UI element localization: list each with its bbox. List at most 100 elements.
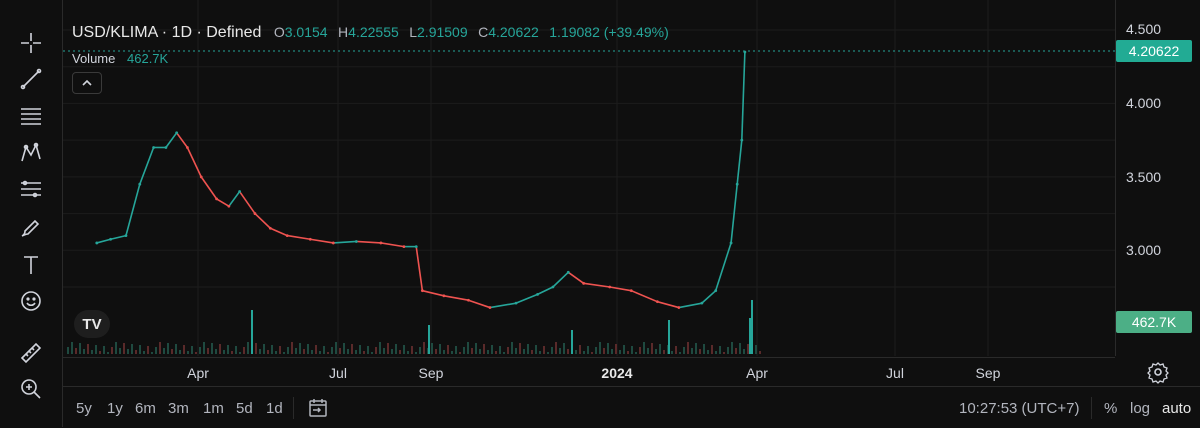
volume-bar (143, 351, 145, 354)
tradingview-logo[interactable]: TV (74, 310, 110, 338)
price-point (442, 294, 446, 298)
price-segment (701, 290, 717, 304)
range-5y-button[interactable]: 5y (76, 400, 92, 417)
price-segment (422, 289, 445, 297)
volume-bar (691, 348, 693, 354)
trend-line-icon[interactable] (16, 64, 46, 94)
low-value: 2.91509 (417, 24, 468, 40)
text-icon[interactable] (16, 250, 46, 280)
price-point (536, 292, 539, 296)
volume-bar (171, 349, 173, 354)
volume-bar (647, 348, 649, 354)
price-point (514, 301, 518, 305)
high-value: 4.22555 (348, 24, 399, 40)
collapse-legend-button[interactable] (72, 72, 102, 94)
chart-pane[interactable] (63, 0, 1115, 356)
bottom-toolbar: 5y 1y 6m 3m 1m 5d 1d 10:27:53 (UTC+7) % … (63, 386, 1200, 428)
price-axis[interactable]: 4.500 4.000 3.500 3.000 4.20622 462.7K (1115, 0, 1200, 356)
price-point (185, 146, 189, 149)
price-segment (468, 299, 491, 309)
price-segment (165, 132, 178, 148)
horizontal-lines-icon[interactable] (16, 100, 46, 130)
time-label: Apr (187, 365, 209, 381)
price-point (379, 241, 383, 245)
volume-bar (747, 344, 749, 354)
range-1m-button[interactable]: 1m (203, 400, 224, 417)
zoom-in-icon[interactable] (16, 374, 46, 404)
pattern-icon[interactable] (16, 138, 46, 168)
symbol-title[interactable]: USD/KLIMA · 1D · Defined (72, 24, 262, 41)
volume-bar (327, 352, 329, 354)
volume-bar (563, 343, 565, 354)
price-point (677, 306, 681, 309)
price-point (655, 300, 659, 304)
price-point (740, 138, 744, 142)
range-1d-button[interactable]: 1d (266, 400, 283, 417)
price-segment (333, 240, 357, 244)
price-segment (730, 184, 738, 244)
price-segment (380, 242, 405, 248)
price-tick: 4.500 (1126, 21, 1162, 37)
volume-bar (619, 350, 621, 354)
volume-bar (459, 352, 461, 354)
crosshair-icon[interactable] (16, 28, 46, 58)
price-chart[interactable] (63, 0, 1115, 356)
volume-bar (111, 347, 113, 354)
price-tick: 3.000 (1126, 242, 1162, 258)
volume-bar (247, 342, 249, 354)
volume-bar (755, 345, 757, 354)
range-1y-button[interactable]: 1y (107, 400, 123, 417)
price-segment (200, 176, 218, 200)
volume-bar (731, 342, 733, 354)
volume-bar (391, 349, 393, 354)
price-segment (356, 240, 381, 244)
volume-bar (623, 345, 625, 354)
settings-icon[interactable] (1146, 360, 1170, 384)
volume-bar (749, 318, 751, 354)
volume-bar (407, 351, 409, 354)
time-axis[interactable]: Apr Jul Sep 2024 Apr Jul Sep (63, 357, 1115, 386)
volume-bar (699, 349, 701, 354)
range-3m-button[interactable]: 3m (168, 400, 189, 417)
brush-icon[interactable] (16, 212, 46, 242)
price-point (700, 301, 704, 305)
volume-bar (87, 344, 89, 354)
range-5d-button[interactable]: 5d (236, 400, 253, 417)
emoji-icon[interactable] (16, 286, 46, 316)
volume-bar (483, 344, 485, 354)
volume-bar (271, 345, 273, 354)
range-6m-button[interactable]: 6m (135, 400, 156, 417)
volume-bar (519, 343, 521, 354)
log-toggle[interactable]: log (1130, 400, 1151, 417)
clock[interactable]: 10:27:53 (UTC+7) (959, 400, 1080, 417)
volume-bar (595, 347, 597, 354)
volume-bar (403, 345, 405, 354)
volume-bar (263, 344, 265, 354)
price-point (488, 306, 492, 309)
volume-bar (239, 352, 241, 354)
price-segment (736, 140, 743, 185)
volume-bar (759, 351, 761, 354)
volume-bar (195, 352, 197, 354)
fib-icon[interactable] (16, 174, 46, 204)
volume-bar (107, 352, 109, 354)
percent-toggle[interactable]: % (1104, 400, 1118, 417)
date-range-icon[interactable] (307, 397, 329, 424)
time-label: Apr (746, 365, 768, 381)
price-tick: 4.000 (1126, 95, 1162, 111)
price-point (566, 270, 570, 274)
price-segment (139, 147, 155, 185)
volume-bar (119, 348, 121, 354)
price-point (215, 197, 218, 201)
price-point (608, 285, 612, 289)
volume-bar (495, 351, 497, 354)
ruler-icon[interactable] (16, 338, 46, 368)
volume-label[interactable]: Volume (72, 51, 116, 66)
volume-bar (527, 344, 529, 354)
price-segment (110, 234, 127, 241)
price-point (414, 245, 418, 249)
volume-bar (603, 348, 605, 354)
low-label: L (409, 24, 418, 40)
price-segment (216, 198, 230, 207)
auto-toggle[interactable]: auto (1162, 400, 1192, 417)
